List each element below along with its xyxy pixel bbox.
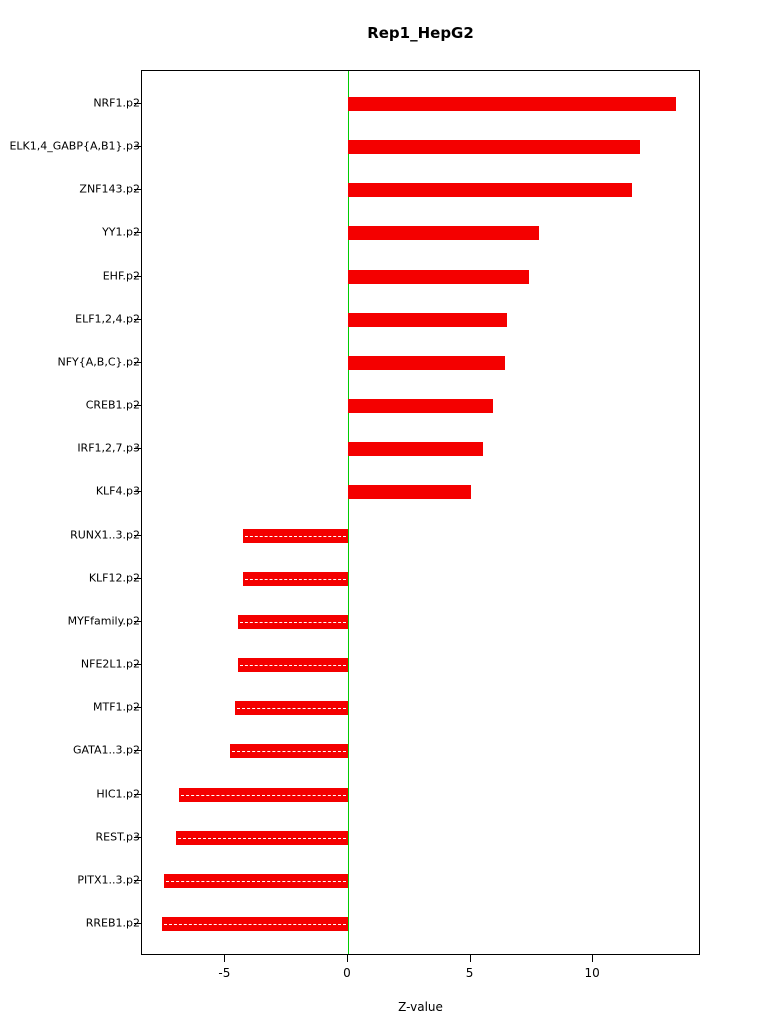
y-axis-label: RREB1.p2 [85,916,140,930]
zero-reference-line [347,71,349,954]
bar-dash-line [239,621,346,623]
y-tick-mark [134,448,141,450]
y-axis-label: KLF12.p2 [88,571,140,585]
x-axis-title: Z-value [398,1000,443,1014]
bar [347,355,505,370]
x-tick-label: 0 [343,966,351,980]
x-tick-label: 10 [584,966,600,980]
y-tick-mark [134,318,141,320]
y-tick-mark [134,534,141,536]
bar [347,312,508,327]
y-tick-mark [134,836,141,838]
bar [347,183,633,198]
y-tick-mark [134,405,141,407]
y-axis-label: ZNF143.p2 [79,182,140,196]
x-tick-mark [224,955,226,962]
bar [347,442,483,457]
plot-area [141,70,700,955]
chart-title: Rep1_HepG2 [367,24,474,42]
y-tick-mark [134,750,141,752]
y-axis-label: NFE2L1.p2 [80,657,140,671]
bar [230,744,348,759]
x-tick-label: -5 [218,966,231,980]
bar [237,614,348,629]
bar [176,830,348,845]
y-axis-label: MTF1.p2 [92,700,140,714]
bar [347,399,493,414]
bar [347,97,677,111]
y-tick-mark [134,664,141,666]
x-tick-mark [346,955,348,962]
bar [242,528,348,543]
x-tick-label: 5 [465,966,474,980]
bar [164,873,348,888]
bar [347,140,640,155]
x-tick-mark [469,955,471,962]
y-tick-mark [134,620,141,622]
bar [235,701,348,716]
bar-dash-line [163,924,346,925]
y-axis-label: GATA1..3.p2 [72,743,140,757]
y-axis-label: RUNX1..3.p2 [70,528,140,542]
bar-dash-line [239,665,346,667]
y-tick-mark [134,923,141,924]
bar [347,226,540,241]
y-axis-label: EHF.p2 [102,269,140,283]
x-tick-mark [592,955,594,962]
y-tick-mark [134,707,141,709]
y-axis-label: YY1.p2 [102,225,140,239]
bar-dash-line [237,708,346,710]
bar-dash-line [178,837,346,839]
y-axis-label: ELK1,4_GABP{A,B1}.p3 [9,139,140,153]
bar-dash-line [244,578,346,580]
y-axis-label: REST.p3 [95,830,140,844]
bar [178,787,348,802]
y-tick-mark [134,275,141,277]
y-axis-label: MYFfamily.p2 [67,614,140,628]
y-tick-mark [134,232,141,234]
y-tick-mark [134,189,141,191]
y-tick-mark [134,793,141,795]
y-axis-label: NRF1.p2 [93,96,140,110]
y-axis-label: ELF1,2,4.p2 [75,312,140,326]
y-tick-mark [134,103,141,104]
bar-dash-line [232,751,346,753]
y-tick-mark [134,879,141,881]
bar-dash-line [244,535,346,537]
bar [347,485,471,500]
bar [242,571,348,586]
bar-dash-line [180,794,346,796]
bar [347,269,530,284]
y-axis-label: HIC1.p2 [96,787,140,801]
y-axis-label: CREB1.p2 [85,398,140,412]
bar-dash-line [166,880,346,882]
y-axis-label: NFY{A,B,C}.p2 [57,355,141,369]
y-tick-mark [134,491,141,493]
bar [237,658,348,673]
bar [161,917,348,931]
y-axis-label: IRF1,2,7.p3 [77,441,140,455]
y-tick-mark [134,361,141,363]
y-tick-mark [134,577,141,579]
y-axis-label: KLF4.p3 [95,484,140,498]
y-tick-mark [134,146,141,148]
y-axis-label: PITX1..3.p2 [77,873,140,887]
